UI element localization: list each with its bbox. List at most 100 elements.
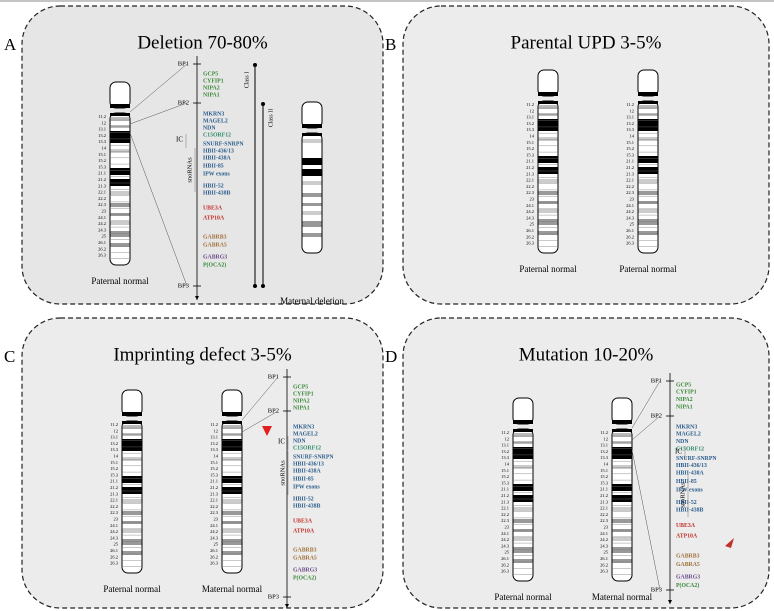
class-dot — [261, 284, 265, 288]
band-label: 15.2 — [626, 146, 634, 151]
band — [123, 539, 142, 545]
gene: HBII-438B — [293, 503, 321, 509]
band — [111, 203, 130, 207]
band-label: 24.2 — [626, 209, 634, 214]
gene: ATP10A — [676, 534, 698, 540]
band — [111, 179, 130, 186]
band — [123, 511, 142, 515]
band-label: 25 — [214, 542, 219, 547]
band-label: 13.1 — [600, 443, 608, 448]
gene: MAGEL2 — [203, 118, 228, 124]
band — [639, 156, 658, 163]
band — [514, 519, 533, 523]
band-label: 15.3 — [600, 480, 609, 485]
bp-label: BP1 — [651, 377, 662, 384]
band — [613, 559, 632, 563]
band-label: 21.1 — [600, 487, 608, 492]
band-label: 21.2 — [501, 493, 509, 498]
band-label: 21.2 — [210, 485, 218, 490]
band-label: 13.2 — [501, 449, 509, 454]
band-label: 15.1 — [501, 468, 509, 473]
gene: GABRG3 — [676, 574, 700, 580]
band-label: 25 — [630, 222, 635, 227]
band-label: 14 — [214, 454, 219, 459]
band-label: 12 — [604, 436, 609, 441]
band-label: 26.2 — [526, 234, 534, 239]
band-label: 26.1 — [110, 548, 118, 553]
band-label: 13.1 — [501, 443, 509, 448]
band — [613, 507, 632, 511]
band-label: 26.3 — [210, 561, 219, 566]
gene: NIPA1 — [676, 404, 693, 410]
band-label: 26.2 — [110, 554, 118, 559]
ic-label: IC — [278, 438, 285, 446]
ic-label: IC — [176, 136, 183, 144]
centromere-band — [638, 92, 658, 96]
gene: HBII-85 — [293, 476, 314, 482]
gene: GABRB3 — [203, 234, 227, 240]
gene: NIPA2 — [676, 397, 693, 403]
band-label: 21.2 — [526, 165, 534, 170]
chromosome-label: Paternal normal — [91, 276, 149, 286]
class-label: Class I — [244, 72, 250, 89]
band-label: 11.2 — [526, 102, 534, 107]
band-label: 22.2 — [526, 184, 534, 189]
band-label: 14 — [114, 454, 119, 459]
band-label: 24.3 — [626, 215, 635, 220]
band-label: 26.1 — [526, 228, 534, 233]
band-label: 26.3 — [110, 561, 119, 566]
band-label: 22.2 — [626, 184, 634, 189]
gene: IPW exons — [203, 171, 231, 177]
band-label: 26.1 — [501, 556, 509, 561]
band — [613, 547, 632, 553]
band-label: 26.3 — [501, 569, 510, 574]
panel-title: Mutation 10-20% — [519, 344, 654, 365]
band — [639, 179, 658, 183]
band-label: 26.2 — [626, 234, 634, 239]
band-label: 21.2 — [110, 485, 118, 490]
gene: GABRG3 — [203, 254, 227, 260]
chromosome-label: Paternal normal — [519, 264, 577, 274]
band — [639, 119, 658, 131]
gene: GABRB3 — [293, 547, 317, 553]
gene: ATP10A — [203, 215, 225, 221]
panel-title: Parental UPD 3-5% — [511, 32, 662, 53]
diagram: ADeletion 70-80%BParental UPD 3-5%CImpri… — [0, 0, 774, 611]
band-label: 13.2 — [626, 121, 634, 126]
band-label: 12 — [214, 428, 219, 433]
gene: GCP5 — [293, 384, 308, 390]
band-label: 24.3 — [600, 543, 609, 548]
gene: HBII-438A — [676, 471, 705, 477]
band-label: 11.2 — [600, 430, 608, 435]
band — [303, 139, 322, 143]
band-label: 13.1 — [110, 435, 118, 440]
band-label: 15.3 — [110, 472, 119, 477]
band — [639, 167, 658, 174]
band-label: 26.1 — [600, 556, 608, 561]
panel-letter: A — [4, 35, 17, 54]
band-label: 12 — [114, 428, 119, 433]
band-label: 14 — [505, 462, 510, 467]
band-label: 13.3 — [626, 127, 635, 132]
band-label: 21.3 — [526, 171, 535, 176]
band — [613, 484, 632, 491]
band — [539, 137, 558, 141]
band-label: 15.3 — [526, 152, 535, 157]
band-label: 15.3 — [98, 164, 107, 169]
bp-label: BP1 — [268, 373, 279, 380]
band-label: 24.2 — [526, 209, 534, 214]
chromosome-label: Maternal normal — [592, 592, 653, 602]
gene: HBII-438B — [203, 190, 231, 196]
band — [639, 219, 658, 225]
band-label: 21.3 — [98, 183, 107, 188]
band — [539, 167, 558, 174]
gene: MAGEL2 — [676, 432, 701, 438]
band-label: 25 — [530, 222, 535, 227]
band-label: 21.2 — [98, 177, 106, 182]
band-label: 26.2 — [98, 246, 106, 251]
band-label: 21.2 — [600, 493, 608, 498]
band-label: 21.1 — [501, 487, 509, 492]
band — [514, 547, 533, 553]
band-label: 13.3 — [210, 447, 219, 452]
band-label: 22.3 — [210, 510, 219, 515]
